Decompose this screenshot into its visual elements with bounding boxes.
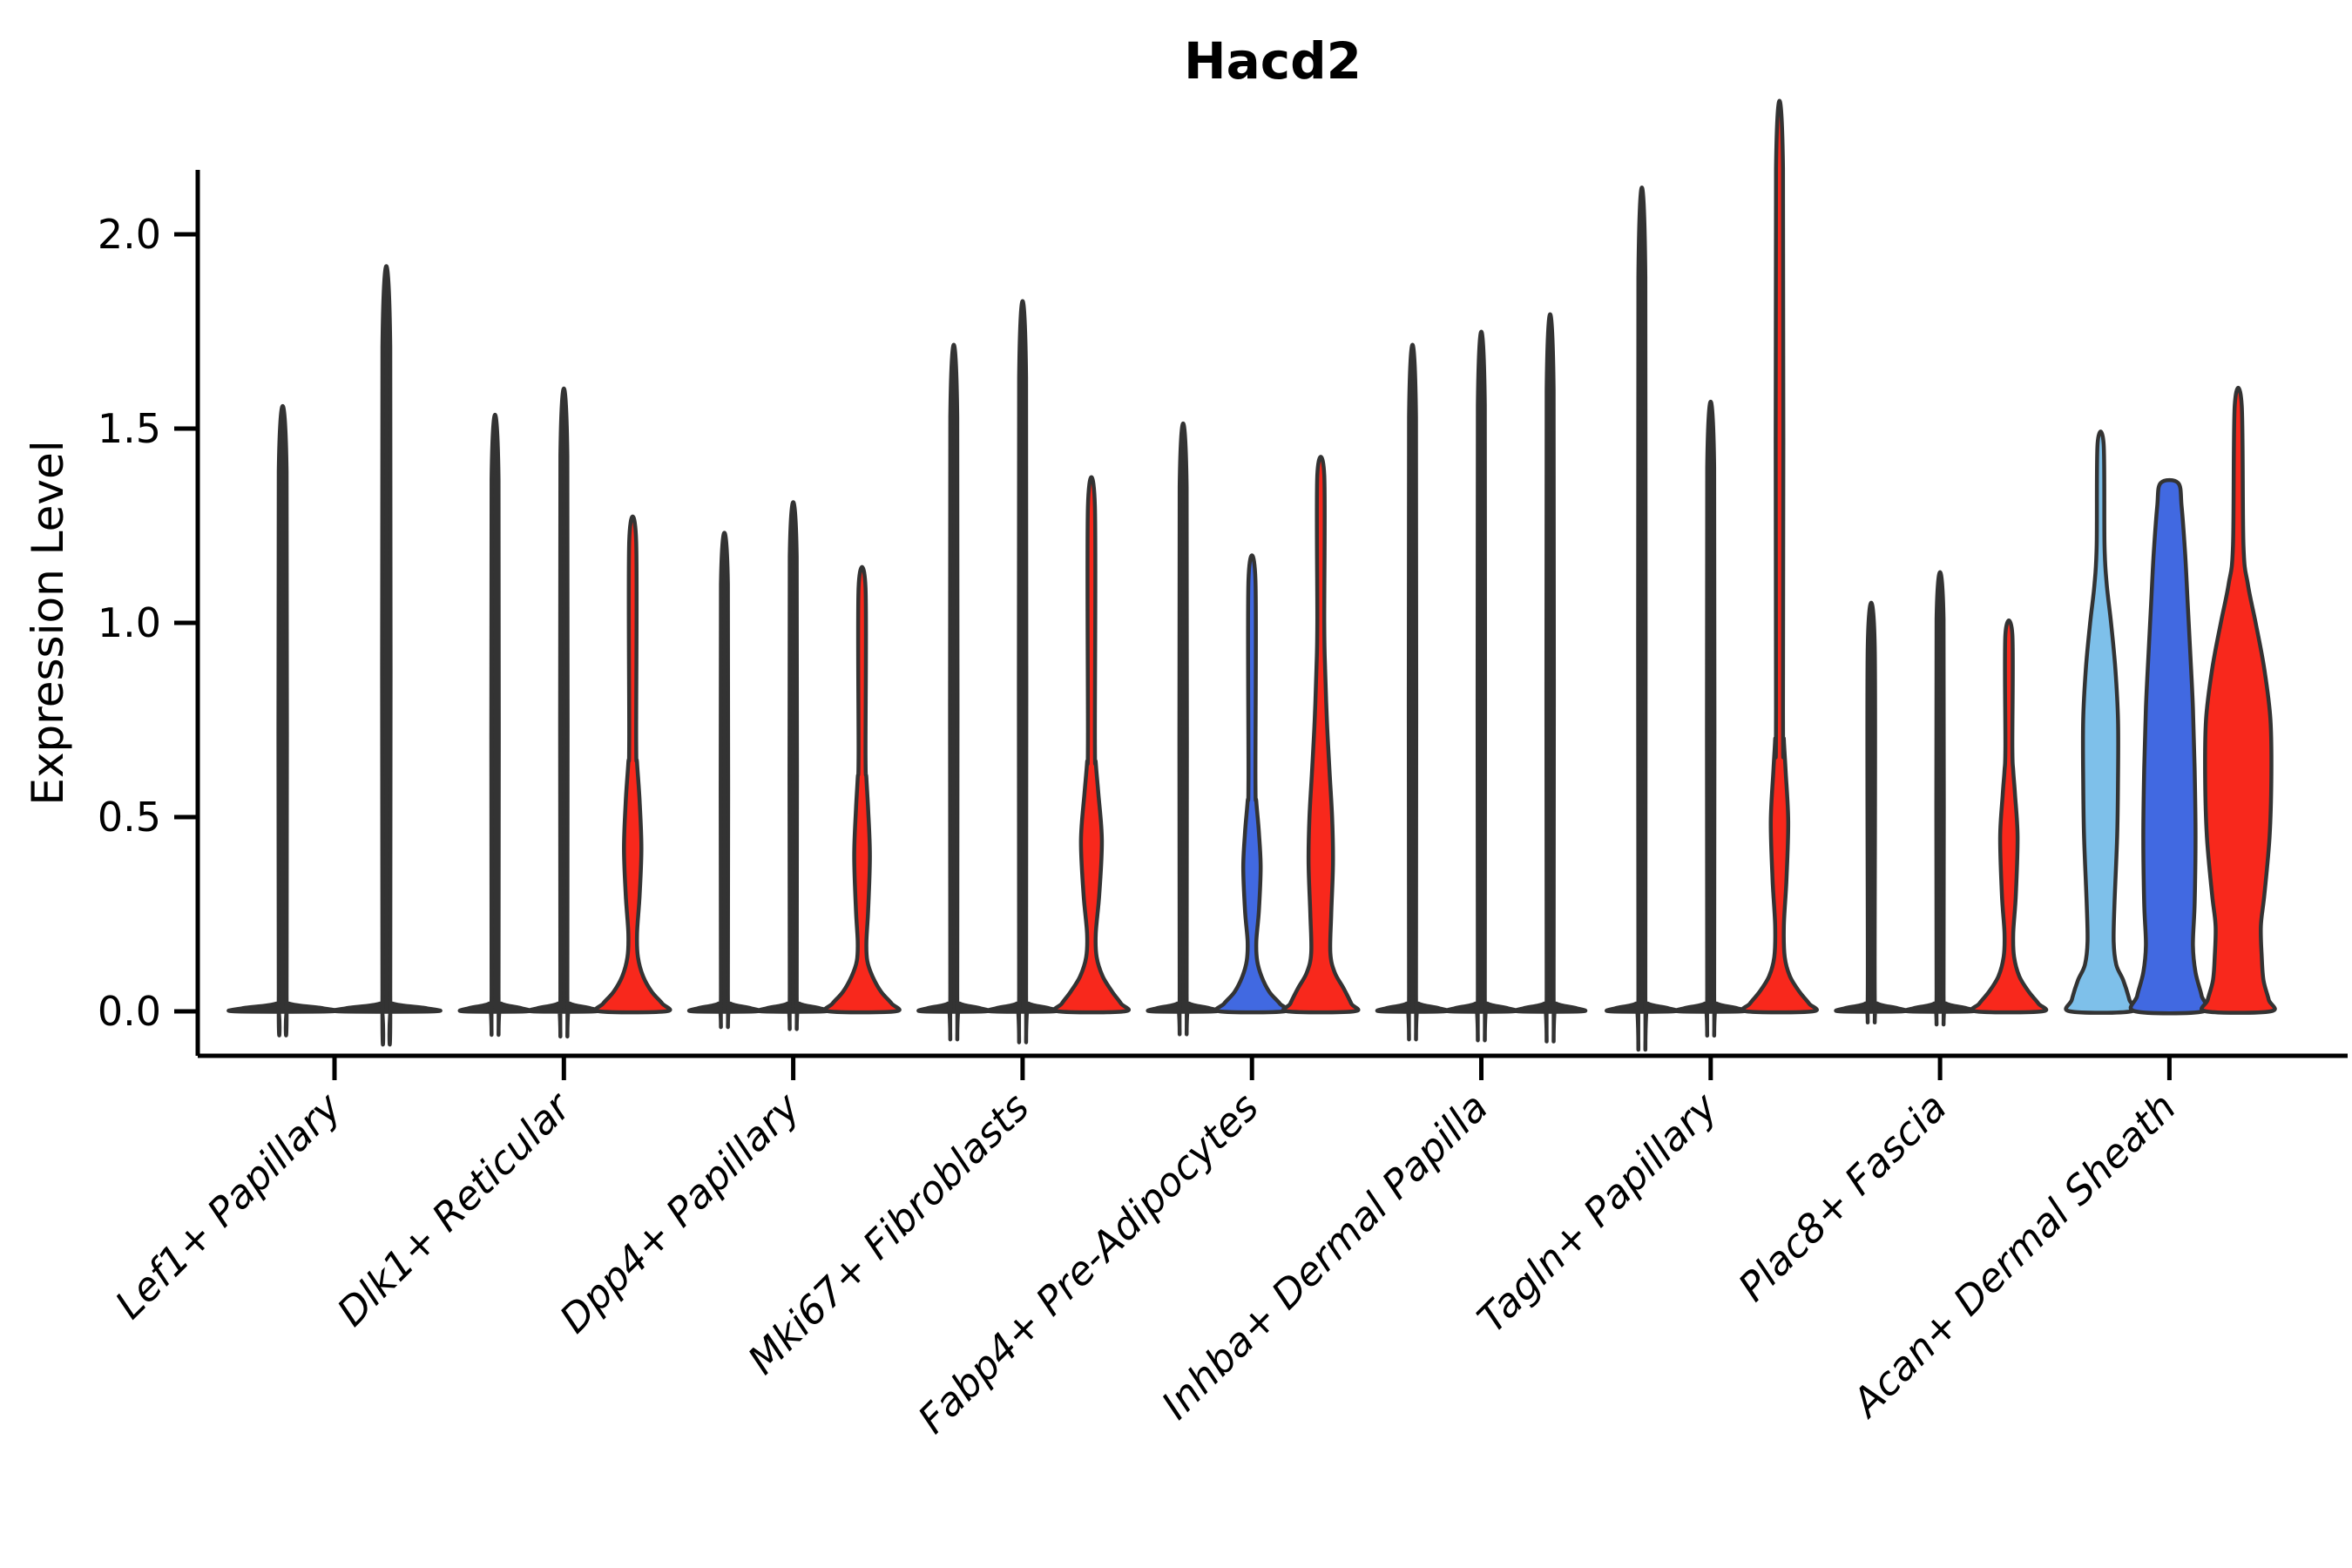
violin-shape: [1146, 422, 1220, 1037]
violin-shape: [985, 299, 1060, 1044]
x-tick-label: Dlk1+ Reticular: [328, 1083, 581, 1335]
y-tick-label: 0.0: [98, 988, 161, 1035]
violin-shape: [1740, 98, 1819, 1015]
violin-shape: [593, 514, 672, 1015]
violin-shape: [1375, 342, 1450, 1042]
violin-shape: [226, 404, 339, 1037]
violin-shape: [1673, 400, 1748, 1038]
violin-shape: [2128, 477, 2210, 1016]
violin-shape: [755, 500, 831, 1031]
violin-shape: [1051, 475, 1131, 1015]
violin-shape: [2200, 385, 2277, 1015]
violin-shape: [1281, 455, 1361, 1015]
violin-shape: [2064, 429, 2138, 1015]
violin-shape: [330, 264, 443, 1047]
violin-shape: [1213, 553, 1290, 1015]
violin-shape: [1443, 329, 1519, 1043]
violin-shape: [916, 342, 991, 1042]
y-tick-label: 0.5: [98, 794, 161, 841]
violin-shape: [1834, 600, 1909, 1024]
violin-shape: [1605, 186, 1680, 1052]
violin-shape: [822, 564, 902, 1015]
violin-shape: [1970, 618, 2049, 1015]
x-tick-label: Plac8+ Fascia: [1729, 1084, 1956, 1310]
violin-shape: [1903, 570, 1977, 1027]
y-tick-label: 2.0: [98, 211, 161, 258]
violin-shape: [457, 413, 532, 1037]
violin-shape: [1512, 312, 1588, 1044]
violin-shape: [526, 387, 601, 1039]
x-tick-label: Tagln+ Papillary: [1469, 1083, 1727, 1342]
chart-title: Hacd2: [1184, 31, 1362, 91]
violin-shape: [686, 531, 762, 1030]
x-tick-label: Dpp4+ Papillary: [551, 1083, 809, 1342]
y-tick-label: 1.5: [98, 405, 161, 452]
y-tick-label: 1.0: [98, 599, 161, 646]
y-axis-title: Expression Level: [23, 440, 73, 805]
x-tick-label: Lef1+ Papillary: [106, 1083, 351, 1328]
